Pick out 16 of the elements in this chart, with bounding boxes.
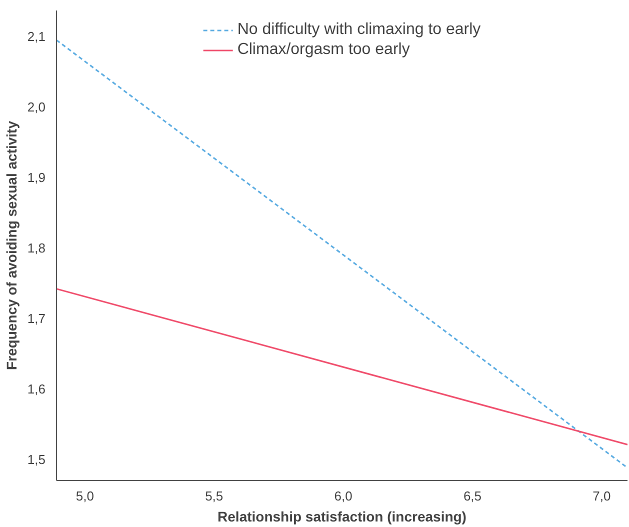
y-tick-label: 1,5 <box>27 452 46 467</box>
x-tick-label: 6,5 <box>463 488 482 504</box>
x-axis-title: Relationship satisfaction (increasing) <box>218 508 466 524</box>
x-tick-label: 5,5 <box>205 488 224 504</box>
x-tick-label: 7,0 <box>592 488 611 504</box>
y-tick-label: 1,6 <box>27 381 46 396</box>
y-tick-label: 1,8 <box>27 240 46 256</box>
legend-label: No difficulty with climaxing to early <box>237 21 481 39</box>
y-tick-label: 1,7 <box>27 310 46 326</box>
y-tick-label: 2,1 <box>27 29 46 44</box>
legend-label: Climax/orgasm too early <box>237 41 410 59</box>
x-tick-label: 5,0 <box>76 488 94 504</box>
y-tick-label: 2,0 <box>27 100 46 115</box>
y-axis-title: Frequency of avoiding sexual activity <box>3 120 20 370</box>
x-tick-label: 6,0 <box>334 488 352 504</box>
y-tick-label: 1,9 <box>27 170 46 185</box>
